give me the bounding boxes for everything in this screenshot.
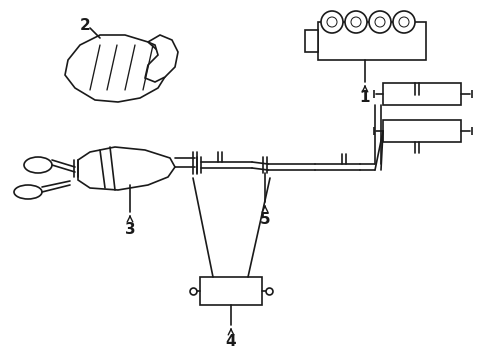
Circle shape bbox=[327, 17, 337, 27]
Circle shape bbox=[399, 17, 409, 27]
Polygon shape bbox=[145, 35, 178, 82]
Text: 4: 4 bbox=[226, 333, 236, 348]
Text: 1: 1 bbox=[360, 90, 370, 104]
Bar bbox=[200, 277, 262, 305]
Ellipse shape bbox=[14, 185, 42, 199]
Text: 3: 3 bbox=[124, 221, 135, 237]
Text: 2: 2 bbox=[80, 18, 90, 32]
Circle shape bbox=[321, 11, 343, 33]
Ellipse shape bbox=[24, 157, 52, 173]
Circle shape bbox=[369, 11, 391, 33]
Circle shape bbox=[375, 17, 385, 27]
Bar bbox=[383, 83, 461, 105]
Circle shape bbox=[393, 11, 415, 33]
Circle shape bbox=[351, 17, 361, 27]
Polygon shape bbox=[65, 35, 168, 102]
Circle shape bbox=[345, 11, 367, 33]
Bar bbox=[305, 30, 318, 52]
Text: 5: 5 bbox=[260, 212, 270, 226]
Bar bbox=[383, 120, 461, 142]
Polygon shape bbox=[78, 147, 175, 190]
Bar bbox=[318, 22, 426, 60]
